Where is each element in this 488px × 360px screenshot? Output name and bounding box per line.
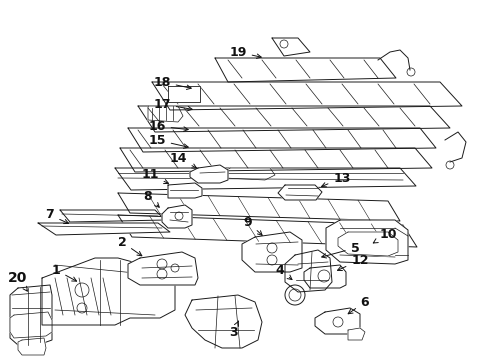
Polygon shape: [168, 86, 200, 102]
Polygon shape: [38, 223, 170, 235]
Polygon shape: [337, 232, 397, 256]
Text: 13: 13: [321, 171, 350, 187]
Polygon shape: [18, 338, 46, 355]
Polygon shape: [118, 193, 399, 221]
Text: 17: 17: [153, 98, 192, 111]
Polygon shape: [271, 38, 309, 56]
Text: 4: 4: [275, 264, 291, 280]
Polygon shape: [285, 250, 331, 292]
Polygon shape: [42, 258, 175, 325]
Polygon shape: [215, 58, 395, 82]
Text: 2: 2: [118, 235, 142, 256]
Polygon shape: [304, 265, 346, 288]
Text: 11: 11: [141, 168, 168, 184]
Text: 10: 10: [372, 228, 396, 243]
Text: 12: 12: [337, 253, 368, 270]
Polygon shape: [242, 232, 302, 272]
Text: 19: 19: [229, 45, 261, 58]
Polygon shape: [314, 308, 359, 334]
Polygon shape: [128, 252, 198, 285]
Text: 1: 1: [52, 264, 77, 281]
Polygon shape: [148, 106, 183, 122]
Text: 3: 3: [228, 321, 238, 339]
Polygon shape: [184, 295, 262, 348]
Polygon shape: [152, 82, 461, 110]
Text: 6: 6: [347, 296, 368, 314]
Polygon shape: [120, 148, 431, 172]
Text: 8: 8: [143, 189, 159, 207]
Text: 15: 15: [148, 134, 188, 148]
Text: 20: 20: [8, 271, 28, 291]
Polygon shape: [347, 328, 364, 340]
Polygon shape: [60, 210, 164, 222]
Polygon shape: [118, 215, 416, 247]
Text: 7: 7: [45, 208, 68, 224]
Text: 9: 9: [243, 216, 262, 235]
Text: 16: 16: [148, 120, 188, 132]
Polygon shape: [162, 205, 192, 228]
Polygon shape: [224, 168, 274, 180]
Polygon shape: [168, 183, 202, 198]
Text: 18: 18: [153, 76, 191, 89]
Polygon shape: [115, 168, 415, 190]
Polygon shape: [190, 165, 227, 183]
Polygon shape: [128, 128, 435, 152]
Polygon shape: [10, 285, 52, 345]
Text: 5: 5: [321, 242, 359, 258]
Polygon shape: [10, 312, 52, 338]
Text: 14: 14: [169, 152, 196, 168]
Polygon shape: [138, 106, 449, 132]
Polygon shape: [278, 185, 321, 200]
Polygon shape: [325, 220, 407, 264]
